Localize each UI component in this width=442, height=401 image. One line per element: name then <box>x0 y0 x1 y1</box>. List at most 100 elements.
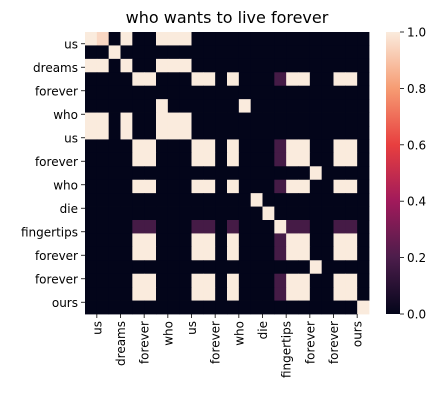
heatmap-cell <box>250 233 263 248</box>
chart-title: who wants to live forever <box>126 8 329 27</box>
heatmap-cell <box>96 300 110 315</box>
heatmap-cell <box>333 193 346 207</box>
heatmap-cell <box>250 58 263 73</box>
heatmap-cell <box>85 58 98 73</box>
x-tick-label: us <box>185 321 199 335</box>
heatmap-cell <box>120 220 133 234</box>
heatmap-cell <box>108 300 121 315</box>
heatmap-cell <box>274 300 287 315</box>
heatmap-cell <box>357 139 370 154</box>
heatmap-cell <box>357 58 370 73</box>
heatmap-cell <box>345 32 358 46</box>
heatmap-cell <box>357 233 370 248</box>
y-axis: us dreams forever who us forever who die fingert… <box>21 37 85 310</box>
heatmap-cell <box>298 72 311 87</box>
heatmap-cell <box>321 58 334 73</box>
heatmap-cell <box>156 166 169 181</box>
heatmap-cell <box>108 246 121 261</box>
heatmap-cell <box>167 300 181 315</box>
heatmap-cell <box>298 112 311 127</box>
y-tick-label: forever <box>35 272 78 286</box>
heatmap-cell <box>108 99 121 113</box>
heatmap-cell <box>298 246 311 261</box>
heatmap-cell <box>250 220 263 234</box>
heatmap-cell <box>345 206 358 221</box>
x-tick-label: die <box>256 321 270 339</box>
heatmap-cell <box>321 112 334 127</box>
heatmap-cell <box>250 166 263 181</box>
heatmap-cell <box>191 85 204 100</box>
heatmap-cell <box>203 179 216 194</box>
heatmap-cell <box>96 179 110 194</box>
heatmap-cell <box>85 179 98 194</box>
heatmap-cell <box>215 206 228 221</box>
heatmap-cell <box>179 126 192 140</box>
heatmap-cell <box>286 260 299 275</box>
heatmap-cell <box>309 179 323 194</box>
heatmap-cell <box>309 287 323 301</box>
heatmap-cell <box>286 287 299 301</box>
heatmap-cell <box>203 58 216 73</box>
heatmap-cell <box>156 220 169 234</box>
heatmap-cell <box>179 45 192 60</box>
heatmap-cell <box>227 99 240 113</box>
heatmap-cell <box>309 273 323 288</box>
heatmap-cell <box>179 233 192 248</box>
heatmap-cell <box>132 246 145 261</box>
heatmap-cell <box>298 126 311 140</box>
heatmap-cell <box>227 179 240 194</box>
heatmap-cell <box>321 139 334 154</box>
heatmap-cell <box>191 99 204 113</box>
heatmap-cell <box>357 220 370 234</box>
heatmap-cell <box>96 273 110 288</box>
heatmap-cell <box>156 206 169 221</box>
colorbar-tick-label: 0.4 <box>407 195 426 209</box>
x-axis: us dreams forever who us forever who die fingert… <box>90 314 365 378</box>
heatmap-cell <box>333 58 346 73</box>
heatmap-cell <box>333 246 346 261</box>
heatmap-cell <box>167 32 181 46</box>
heatmap-cell <box>120 300 133 315</box>
heatmap-cell <box>85 45 98 60</box>
heatmap-cell <box>250 260 263 275</box>
heatmap-cell <box>298 152 311 167</box>
heatmap-cell <box>108 85 121 100</box>
heatmap-cell <box>250 273 263 288</box>
heatmap-cell <box>144 72 157 87</box>
heatmap-cell <box>215 152 228 167</box>
heatmap-cell <box>85 112 98 127</box>
heatmap-cell <box>321 85 334 100</box>
heatmap-cell <box>167 58 181 73</box>
heatmap-cell <box>227 166 240 181</box>
heatmap-cell <box>357 300 370 315</box>
heatmap-cell <box>108 45 121 60</box>
heatmap-cell <box>132 166 145 181</box>
heatmap-cell <box>167 233 181 248</box>
x-tick-label: forever <box>327 321 341 364</box>
heatmap-cell <box>298 45 311 60</box>
heatmap-cell <box>333 112 346 127</box>
heatmap-cell <box>309 166 323 181</box>
heatmap-cell <box>215 246 228 261</box>
heatmap-cell <box>274 273 287 288</box>
heatmap-cell <box>357 72 370 87</box>
heatmap-cell <box>274 85 287 100</box>
heatmap-cell <box>203 152 216 167</box>
heatmap-cell <box>309 32 323 46</box>
heatmap-cell <box>345 300 358 315</box>
heatmap-cell <box>238 99 252 113</box>
heatmap-cell <box>156 287 169 301</box>
heatmap-cell <box>96 166 110 181</box>
heatmap-cell <box>262 287 275 301</box>
heatmap-cell <box>298 287 311 301</box>
heatmap-cell <box>144 260 157 275</box>
heatmap-cell <box>167 287 181 301</box>
heatmap-cell <box>179 72 192 87</box>
heatmap-cell <box>321 300 334 315</box>
heatmap-cell <box>298 220 311 234</box>
heatmap-cell <box>357 45 370 60</box>
heatmap-cell <box>238 300 252 315</box>
heatmap-cell <box>96 112 110 127</box>
heatmap-cell <box>144 193 157 207</box>
heatmap-cell <box>250 139 263 154</box>
